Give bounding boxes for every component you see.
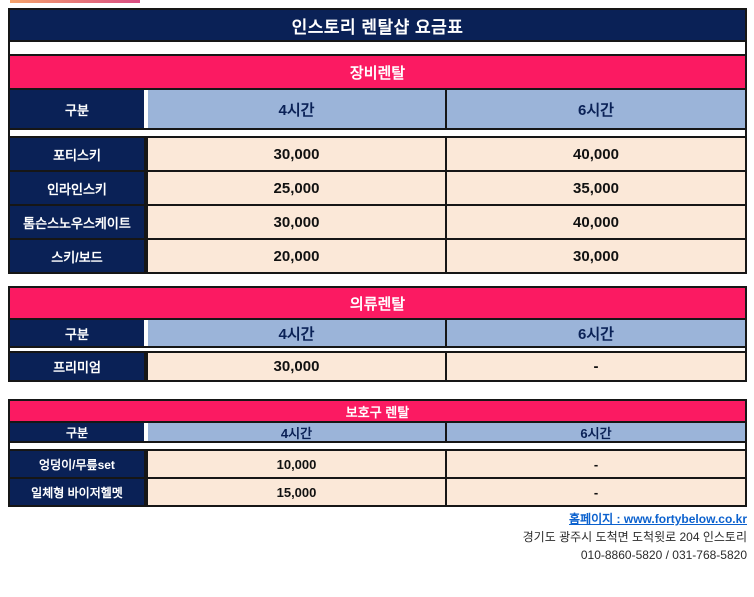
column-divider (445, 423, 447, 441)
table-row: 포티스키 30,000 40,000 (10, 136, 745, 170)
table-header-row: 구분 4시간 6시간 (10, 318, 745, 346)
column-divider (144, 451, 148, 477)
price-6h: 35,000 (447, 172, 745, 204)
row-label: 톰슨스노우스케이트 (10, 206, 144, 238)
column-divider (445, 206, 447, 238)
price-sheet: 인스토리 렌탈샵 요금표 장비렌탈 구분 4시간 6시간 포티스키 30,000… (8, 8, 747, 564)
column-divider (445, 138, 447, 170)
price-4h: 25,000 (148, 172, 445, 204)
price-4h: 30,000 (148, 353, 445, 380)
column-header-4h: 4시간 (148, 423, 445, 441)
column-divider (144, 138, 148, 170)
column-divider (144, 206, 148, 238)
row-label: 포티스키 (10, 138, 144, 170)
column-divider (445, 451, 447, 477)
price-6h: - (447, 479, 745, 505)
column-header-6h: 6시간 (447, 423, 745, 441)
price-6h: - (447, 353, 745, 380)
price-4h: 30,000 (148, 138, 445, 170)
page-title: 인스토리 렌탈샵 요금표 (10, 10, 745, 40)
column-header-4h: 4시간 (148, 320, 445, 346)
spacer-row (10, 128, 745, 136)
price-4h: 10,000 (148, 451, 445, 477)
spacer-row (10, 40, 745, 54)
block-title-and-equipment: 인스토리 렌탈샵 요금표 장비렌탈 구분 4시간 6시간 포티스키 30,000… (8, 8, 747, 274)
column-header-6h: 6시간 (447, 90, 745, 128)
row-label: 스키/보드 (10, 240, 144, 272)
table-row: 인라인스키 25,000 35,000 (10, 170, 745, 204)
column-header-category: 구분 (10, 90, 144, 128)
column-divider (445, 240, 447, 272)
spacer-row (10, 441, 745, 449)
table-header-row: 구분 4시간 6시간 (10, 88, 745, 128)
column-header-4h: 4시간 (148, 90, 445, 128)
table-row: 일체형 바이저헬멧 15,000 - (10, 477, 745, 505)
column-header-6h: 6시간 (447, 320, 745, 346)
column-divider (445, 90, 447, 128)
table-row: 톰슨스노우스케이트 30,000 40,000 (10, 204, 745, 238)
column-divider (445, 353, 447, 380)
column-divider (445, 320, 447, 346)
column-divider (445, 479, 447, 505)
row-label: 엉덩이/무릎set (10, 451, 144, 477)
price-4h: 30,000 (148, 206, 445, 238)
phone-text: 010-8860-5820 / 031-768-5820 (580, 548, 747, 562)
column-divider (144, 479, 148, 505)
spacer-row (10, 346, 745, 351)
price-6h: 40,000 (447, 138, 745, 170)
price-6h: - (447, 451, 745, 477)
column-divider (144, 90, 148, 128)
price-6h: 30,000 (447, 240, 745, 272)
price-4h: 20,000 (148, 240, 445, 272)
table-row: 엉덩이/무릎set 10,000 - (10, 449, 745, 477)
section-title-clothing: 의류렌탈 (10, 288, 745, 318)
column-divider (144, 353, 148, 380)
price-4h: 15,000 (148, 479, 445, 505)
column-header-category: 구분 (10, 320, 144, 346)
column-divider (144, 423, 148, 441)
row-label: 프리미엄 (10, 353, 144, 380)
homepage-link[interactable]: 홈페이지 : www.fortybelow.co.kr (569, 512, 747, 526)
section-title-equipment: 장비렌탈 (10, 54, 745, 88)
table-row: 스키/보드 20,000 30,000 (10, 238, 745, 272)
column-divider (144, 172, 148, 204)
column-divider (144, 240, 148, 272)
row-label: 인라인스키 (10, 172, 144, 204)
block-clothing: 의류렌탈 구분 4시간 6시간 프리미엄 30,000 - (8, 286, 747, 382)
accent-gradient-strip (10, 0, 140, 3)
table-row: 프리미엄 30,000 - (10, 351, 745, 380)
price-6h: 40,000 (447, 206, 745, 238)
section-title-protective: 보호구 렌탈 (10, 401, 745, 421)
table-header-row: 구분 4시간 6시간 (10, 421, 745, 441)
column-divider (144, 320, 148, 346)
address-text: 경기도 광주시 도척면 도척윗로 204 인스토리 (522, 530, 747, 544)
column-divider (445, 172, 447, 204)
row-label: 일체형 바이저헬멧 (10, 479, 144, 505)
column-header-category: 구분 (10, 423, 144, 441)
block-protective-gear: 보호구 렌탈 구분 4시간 6시간 엉덩이/무릎set 10,000 - 일체형… (8, 399, 747, 507)
footer: 홈페이지 : www.fortybelow.co.kr 경기도 광주시 도척면 … (8, 510, 747, 564)
